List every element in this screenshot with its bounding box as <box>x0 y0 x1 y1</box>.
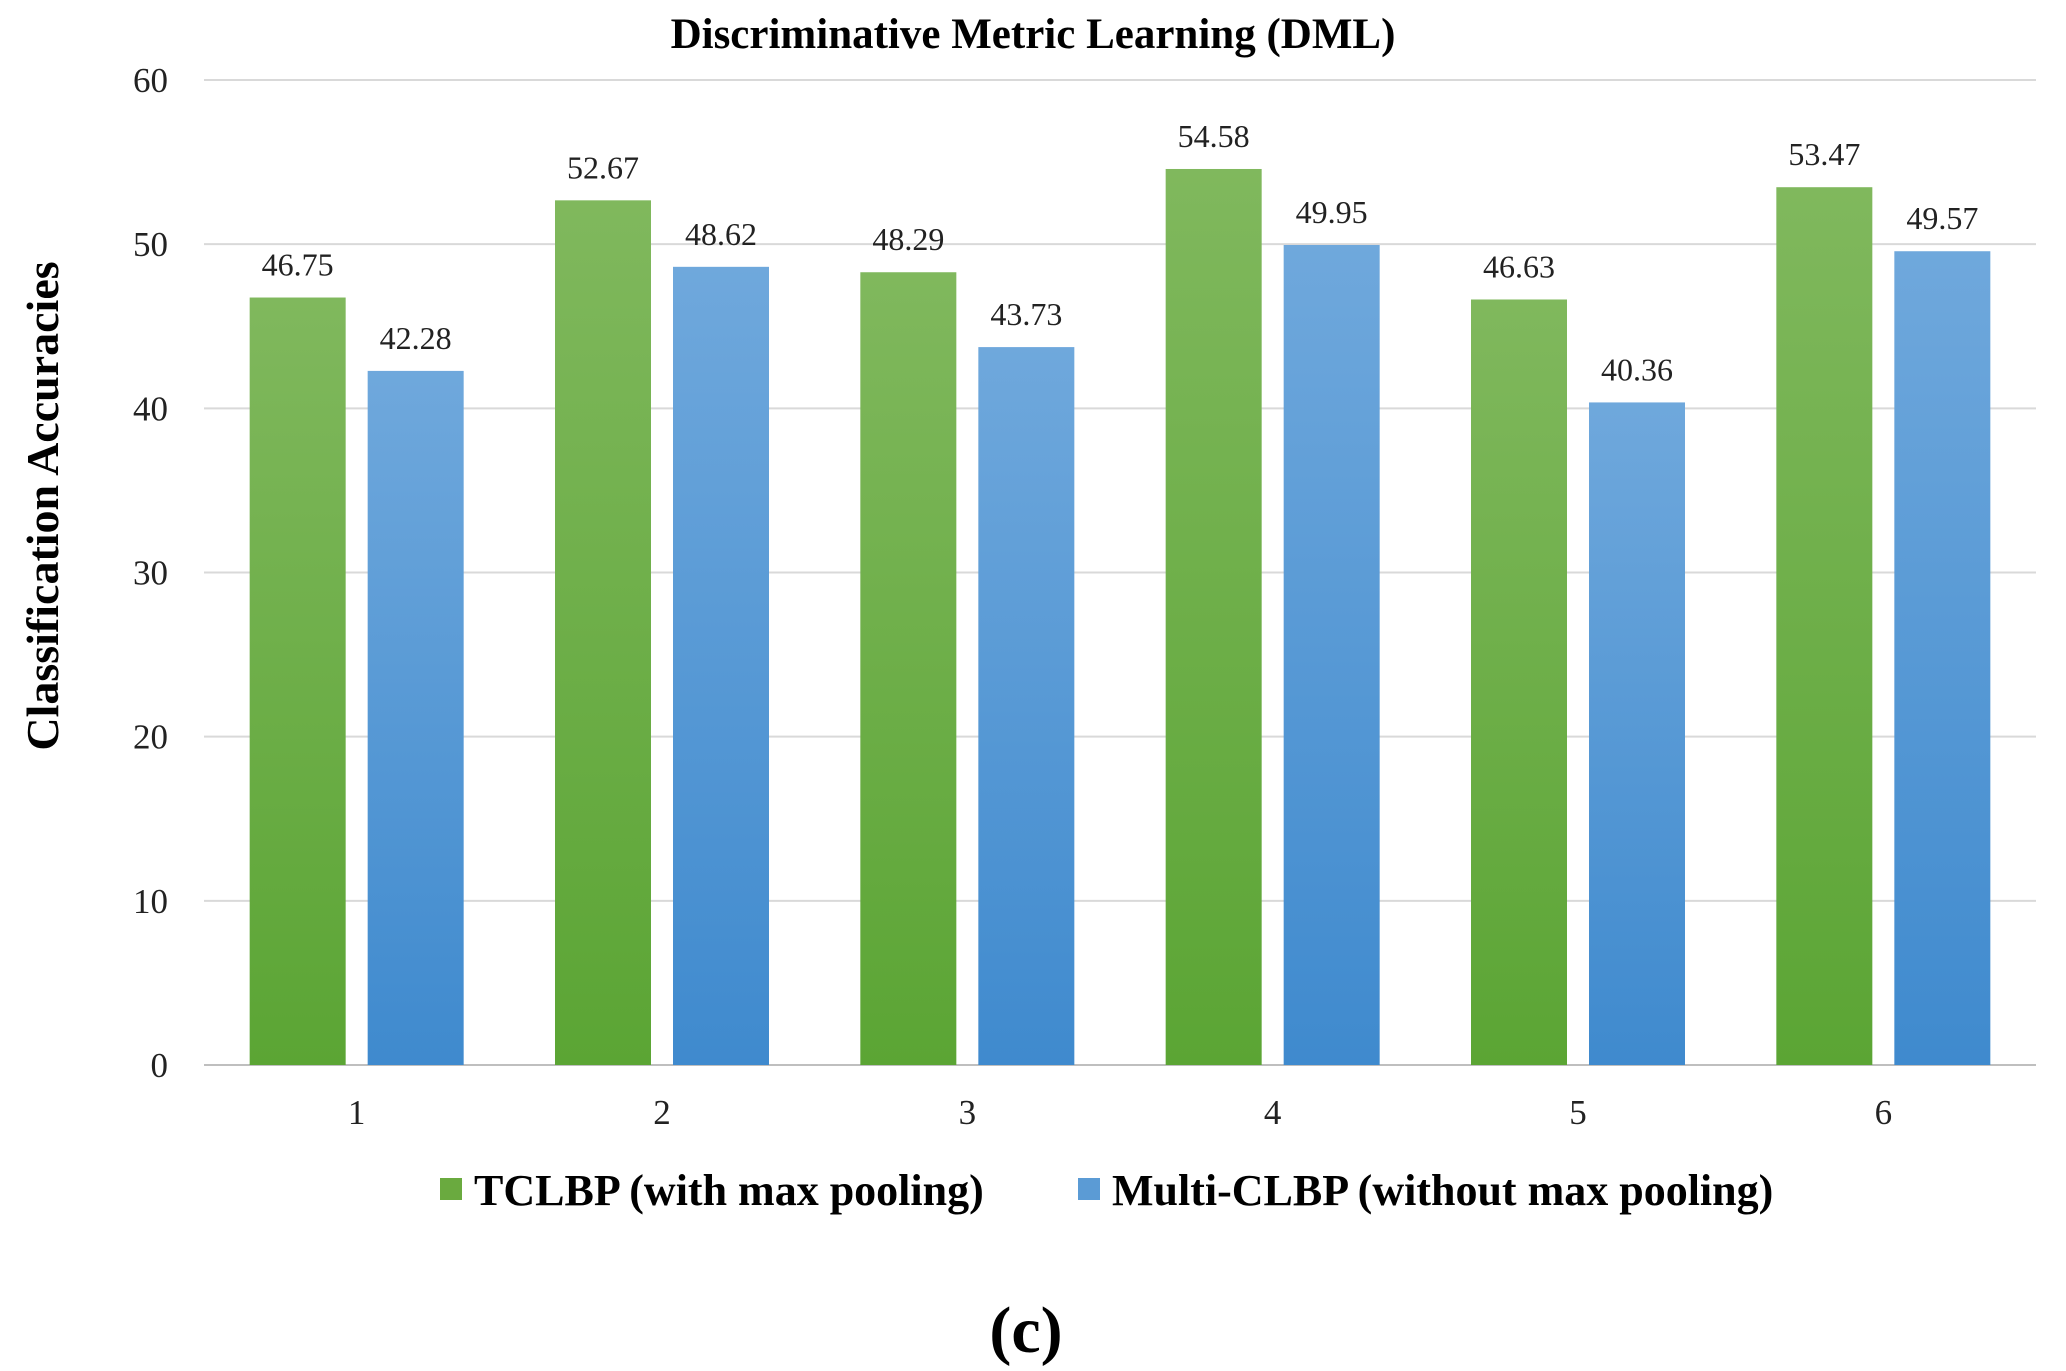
data-label-tclbp-1: 46.75 <box>262 247 334 283</box>
y-tick-label-50: 50 <box>133 225 168 264</box>
x-tick-label-4: 4 <box>1264 1093 1282 1132</box>
data-label-multi-clbp-6: 49.57 <box>1906 200 1978 236</box>
chart-title: Discriminative Metric Learning (DML) <box>671 11 1396 58</box>
x-tick-label-6: 6 <box>1875 1093 1893 1132</box>
bar-multi-clbp-3 <box>978 347 1075 1066</box>
data-label-tclbp-2: 52.67 <box>567 149 639 185</box>
data-label-multi-clbp-2: 48.62 <box>685 216 757 252</box>
x-tick-label-1: 1 <box>348 1093 366 1132</box>
y-axis-ticks: 0 10 20 30 40 50 60 <box>133 61 168 1085</box>
x-tick-label-3: 3 <box>959 1093 977 1132</box>
bar-multi-clbp-5 <box>1589 402 1685 1065</box>
bars <box>249 168 1991 1066</box>
bar-multi-clbp-1 <box>367 370 464 1065</box>
data-label-tclbp-5: 46.63 <box>1483 248 1555 284</box>
legend-swatch-multi-clbp <box>1078 1178 1100 1200</box>
y-tick-label-20: 20 <box>133 718 168 757</box>
y-tick-label-40: 40 <box>133 389 168 428</box>
x-tick-label-5: 5 <box>1569 1093 1587 1132</box>
bar-multi-clbp-4 <box>1283 244 1380 1066</box>
data-label-tclbp-6: 53.47 <box>1788 136 1860 172</box>
data-label-tclbp-3: 48.29 <box>872 221 944 257</box>
y-tick-label-0: 0 <box>151 1046 169 1085</box>
bar-tclbp-6 <box>1776 187 1873 1066</box>
data-labels: 46.75 42.28 52.67 48.62 48.29 43.73 54.58 49.95… <box>262 118 1979 387</box>
data-label-multi-clbp-4: 49.95 <box>1296 194 1368 230</box>
legend-swatch-tclbp <box>440 1178 462 1200</box>
bar-tclbp-2 <box>555 200 651 1065</box>
bar-multi-clbp-2 <box>673 266 769 1065</box>
bar-tclbp-1 <box>249 297 346 1065</box>
data-label-multi-clbp-5: 40.36 <box>1601 351 1673 387</box>
x-tick-label-2: 2 <box>653 1093 671 1132</box>
legend: TCLBP (with max pooling) Multi-CLBP (wit… <box>440 1166 1773 1215</box>
legend-label-multi-clbp: Multi-CLBP (without max pooling) <box>1112 1166 1773 1215</box>
data-label-multi-clbp-3: 43.73 <box>990 296 1062 332</box>
gridlines <box>204 79 2036 1066</box>
bar-tclbp-4 <box>1165 168 1262 1065</box>
bar-tclbp-5 <box>1471 299 1567 1065</box>
x-axis-ticks: 1 2 3 4 5 6 <box>348 1093 1892 1132</box>
legend-label-tclbp: TCLBP (with max pooling) <box>474 1166 984 1215</box>
data-label-multi-clbp-1: 42.28 <box>380 320 452 356</box>
figure-caption: (c) <box>989 1294 1062 1367</box>
y-tick-label-10: 10 <box>133 882 168 921</box>
bar-multi-clbp-6 <box>1894 251 1991 1065</box>
bar-tclbp-3 <box>860 272 957 1066</box>
y-axis-label: Classification Accuracies <box>17 261 68 750</box>
data-label-tclbp-4: 54.58 <box>1178 118 1250 154</box>
y-tick-label-60: 60 <box>133 61 168 100</box>
y-tick-label-30: 30 <box>133 554 168 593</box>
